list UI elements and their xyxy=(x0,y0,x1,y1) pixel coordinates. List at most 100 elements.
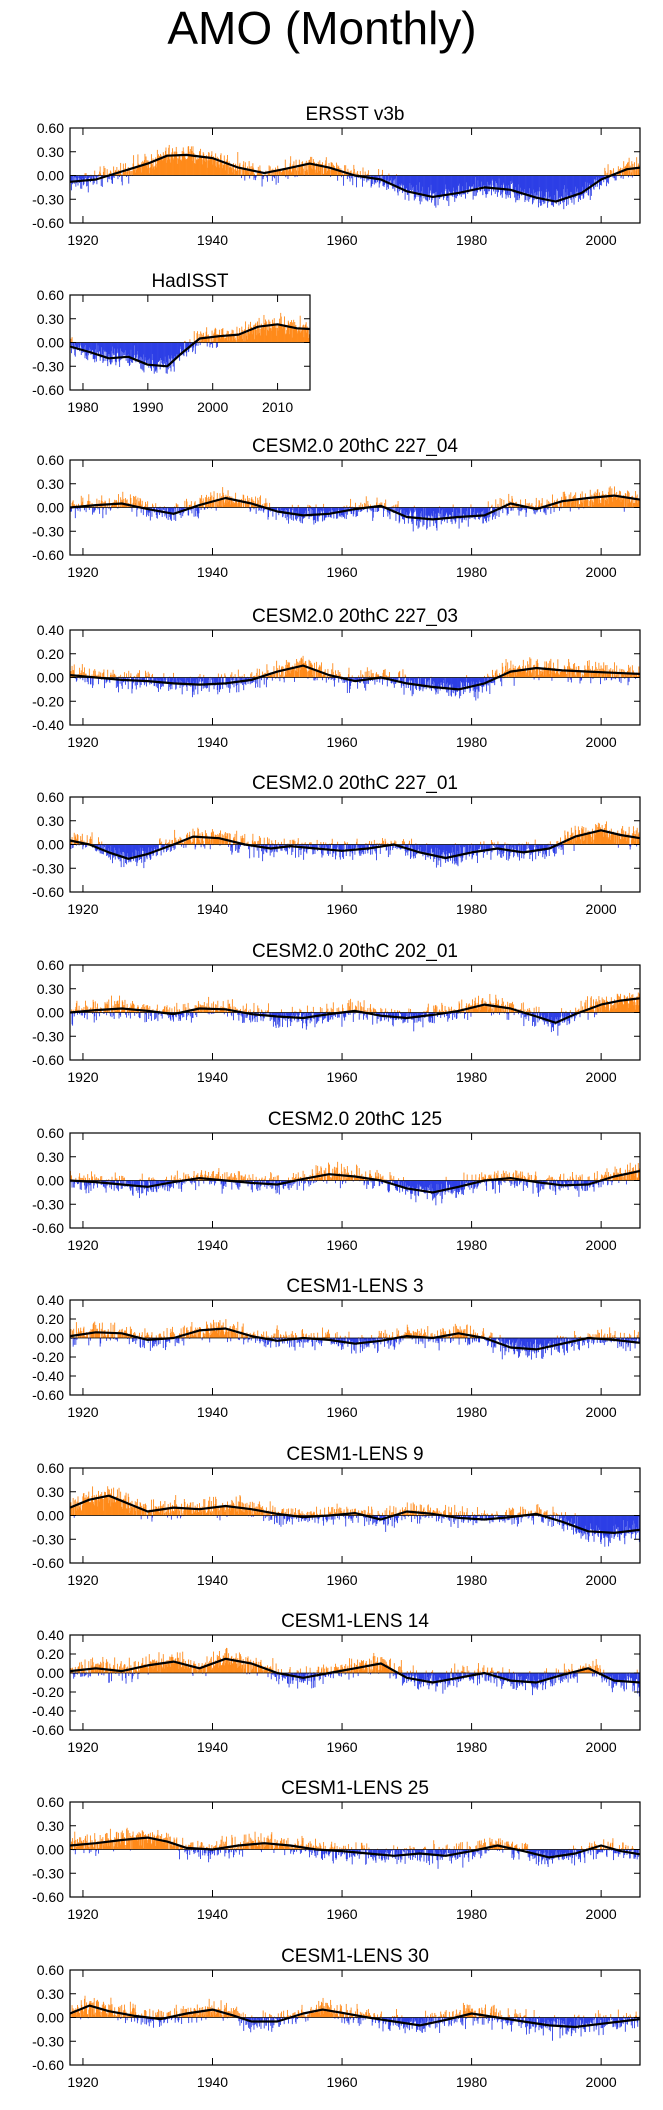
positive-bar xyxy=(230,675,231,678)
negative-bar xyxy=(84,508,85,511)
positive-bar xyxy=(513,668,514,677)
figure-title: AMO (Monthly) xyxy=(167,2,476,54)
negative-bar xyxy=(418,845,419,850)
positive-bar xyxy=(539,501,540,508)
negative-bar xyxy=(373,508,374,512)
negative-bar xyxy=(306,845,307,854)
negative-bar xyxy=(244,176,245,181)
positive-bar xyxy=(152,674,153,678)
y-tick-label: -0.60 xyxy=(32,215,64,231)
y-tick-label: 0.60 xyxy=(37,452,64,468)
positive-bar xyxy=(337,842,338,845)
negative-bar xyxy=(397,508,398,512)
negative-bar xyxy=(216,343,217,348)
positive-bar xyxy=(294,167,295,176)
positive-bar xyxy=(260,838,261,845)
y-tick-label: 0.40 xyxy=(37,622,64,638)
negative-bar xyxy=(140,1013,141,1019)
positive-bar xyxy=(129,171,130,175)
positive-bar xyxy=(492,505,493,508)
negative-bar xyxy=(394,678,395,688)
negative-bar xyxy=(94,1013,95,1017)
negative-bar xyxy=(279,678,280,682)
positive-bar xyxy=(241,169,242,175)
positive-bar xyxy=(362,504,363,507)
x-tick-label: 2000 xyxy=(586,901,617,917)
negative-bar xyxy=(500,678,501,682)
positive-bar xyxy=(332,839,333,845)
positive-bar xyxy=(194,831,195,844)
negative-bar xyxy=(84,176,85,180)
negative-bar xyxy=(126,1013,127,1018)
negative-bar xyxy=(266,678,267,688)
positive-bar xyxy=(317,840,318,845)
negative-bar xyxy=(272,678,273,681)
positive-bar xyxy=(402,841,403,845)
panel-title: CESM2.0 20thC 227_03 xyxy=(252,606,458,627)
negative-bar xyxy=(199,678,200,682)
x-tick-label: 1920 xyxy=(67,232,98,248)
y-tick-label: -0.30 xyxy=(32,358,64,374)
negative-bar xyxy=(212,343,213,348)
y-tick-label: 0.00 xyxy=(37,670,64,686)
negative-bar xyxy=(422,508,423,527)
y-tick-label: 0.30 xyxy=(37,311,64,327)
positive-bar xyxy=(397,504,398,507)
negative-bar xyxy=(297,508,298,519)
negative-bar xyxy=(114,1013,115,1019)
positive-bar xyxy=(607,173,608,176)
negative-bar xyxy=(118,176,119,180)
positive-bar xyxy=(266,503,267,508)
positive-bar xyxy=(535,840,536,845)
positive-bar xyxy=(307,672,308,678)
negative-bar xyxy=(250,508,251,511)
positive-bar xyxy=(483,841,484,844)
anomaly-bars xyxy=(70,993,640,1036)
negative-bar xyxy=(547,845,548,848)
positive-bar xyxy=(209,839,210,845)
positive-bar xyxy=(298,663,299,678)
positive-bar xyxy=(214,491,215,507)
positive-bar xyxy=(292,840,293,845)
positive-bar xyxy=(107,169,108,175)
positive-bar xyxy=(492,670,493,678)
negative-bar xyxy=(317,678,318,681)
negative-bar xyxy=(183,845,184,848)
negative-bar xyxy=(88,678,89,685)
positive-bar xyxy=(221,674,222,677)
positive-bar xyxy=(308,505,309,508)
positive-bar xyxy=(163,673,164,677)
negative-bar xyxy=(72,1013,73,1026)
x-tick-label: 2010 xyxy=(262,399,293,415)
anomaly-bars xyxy=(70,656,640,701)
negative-bar xyxy=(570,508,571,512)
positive-bar xyxy=(282,666,283,678)
negative-bar xyxy=(216,508,217,511)
positive-bar xyxy=(255,841,256,844)
negative-bar xyxy=(278,176,279,183)
positive-bar xyxy=(383,841,384,845)
anomaly-bars xyxy=(70,145,640,209)
negative-bar xyxy=(471,845,472,852)
y-tick-label: -0.40 xyxy=(32,717,64,733)
positive-bar xyxy=(622,172,623,176)
negative-bar xyxy=(444,678,445,689)
positive-bar xyxy=(295,841,296,844)
positive-bar xyxy=(258,841,259,845)
negative-bar xyxy=(249,845,250,859)
positive-bar xyxy=(185,841,186,844)
negative-bar xyxy=(346,508,347,520)
negative-bar xyxy=(75,508,76,519)
panel-3: CESM2.0 20thC 227_040.600.300.00-0.30-0.… xyxy=(32,436,640,580)
negative-bar xyxy=(483,678,484,687)
positive-bar xyxy=(616,666,617,678)
negative-bar xyxy=(249,176,250,179)
positive-bar xyxy=(105,168,106,176)
positive-bar xyxy=(169,840,170,845)
positive-bar xyxy=(281,842,282,845)
positive-bar xyxy=(480,842,481,845)
negative-bar xyxy=(112,1013,113,1018)
x-tick-label: 1920 xyxy=(67,901,98,917)
positive-bar xyxy=(114,674,115,678)
negative-bar xyxy=(236,845,237,850)
